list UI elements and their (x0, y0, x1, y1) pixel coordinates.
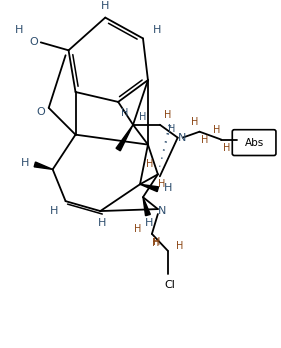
Text: O: O (37, 107, 45, 117)
Text: H: H (153, 237, 160, 247)
Text: H: H (191, 117, 198, 127)
Text: O: O (30, 37, 38, 47)
Text: H: H (21, 158, 29, 168)
Text: H: H (15, 25, 23, 35)
Text: H: H (201, 135, 208, 145)
Text: N: N (178, 133, 186, 143)
Text: H: H (152, 238, 160, 248)
Text: H: H (223, 143, 230, 152)
Text: H: H (213, 125, 220, 135)
Text: H: H (101, 1, 110, 11)
FancyBboxPatch shape (232, 130, 276, 156)
Text: Abs: Abs (244, 137, 264, 148)
Text: H: H (146, 159, 154, 169)
Polygon shape (34, 162, 53, 169)
Polygon shape (116, 125, 133, 151)
Polygon shape (143, 197, 150, 216)
Text: H: H (158, 179, 166, 189)
Text: H: H (176, 241, 183, 251)
Text: H: H (134, 224, 142, 234)
Text: H: H (139, 112, 147, 122)
Text: H: H (145, 218, 153, 228)
Text: N: N (158, 206, 166, 216)
Text: H: H (168, 124, 175, 134)
Text: H: H (98, 218, 106, 228)
Text: H: H (121, 108, 129, 118)
Text: Cl: Cl (164, 280, 175, 291)
Polygon shape (140, 184, 158, 192)
Text: H: H (164, 110, 171, 120)
Text: H: H (164, 183, 172, 193)
Text: H: H (49, 206, 58, 216)
Text: H: H (153, 25, 161, 35)
